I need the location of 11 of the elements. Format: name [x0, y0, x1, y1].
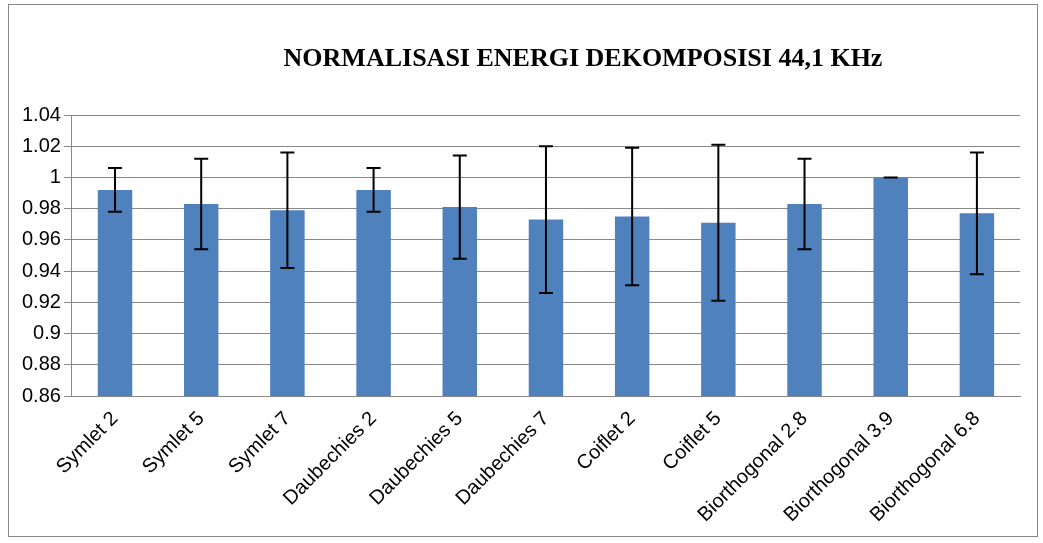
y-tick-label: 0.86 — [21, 383, 61, 406]
y-tick-label: 0.94 — [21, 258, 61, 281]
y-tick-label: 1 — [49, 164, 61, 187]
y-tick-label: 0.96 — [21, 227, 61, 250]
y-tick-label: 0.9 — [33, 321, 61, 344]
y-tick-label: 1.02 — [21, 133, 61, 156]
y-tick-label: 0.88 — [21, 352, 61, 375]
y-tick-label: 0.92 — [21, 289, 61, 312]
y-tick-label: 0.98 — [21, 196, 61, 219]
chart-title: NORMALISASI ENERGI DEKOMPOSISI 44,1 KHz — [282, 43, 884, 73]
y-tick-label: 1.04 — [21, 102, 61, 125]
